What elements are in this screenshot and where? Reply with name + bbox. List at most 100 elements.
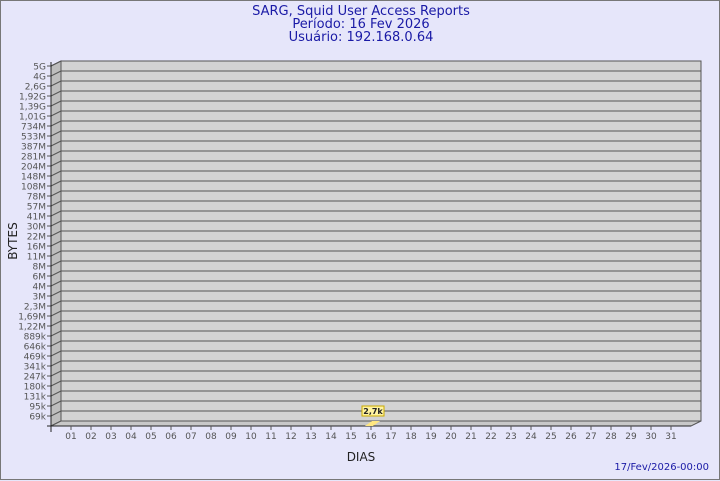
x-tick-label: 18: [405, 432, 417, 442]
x-tick-label: 28: [605, 432, 617, 442]
y-tick-label: 204M: [21, 163, 46, 173]
y-tick-label: 95k: [29, 403, 46, 413]
gridline-side: [50, 110, 62, 117]
x-tick-label: 23: [505, 432, 516, 442]
chart-title: SARG, Squid User Access Reports: [252, 4, 470, 19]
y-tick-label: 131k: [24, 393, 47, 403]
y-tick-label: 4G: [33, 73, 46, 83]
y-tick-label: 1,69M: [18, 313, 46, 323]
x-tick-label: 22: [485, 432, 496, 442]
x-tick-label: 21: [465, 432, 476, 442]
y-tick-label: 6M: [33, 273, 47, 283]
y-tick-label: 69k: [29, 413, 46, 423]
y-tick-label: 4M: [33, 283, 47, 293]
x-tick-label: 04: [125, 432, 137, 442]
gridline-side: [50, 220, 62, 227]
x-tick-label: 08: [205, 432, 217, 442]
y-tick-label: 341k: [24, 363, 47, 373]
gridline-side: [50, 200, 62, 207]
y-tick-label: 5G: [33, 63, 46, 73]
y-tick-label: 387M: [21, 143, 46, 153]
gridline-side: [50, 280, 62, 287]
y-tick-label: 1,22M: [18, 323, 46, 333]
y-tick-label: 1,39G: [19, 103, 46, 113]
x-tick-label: 30: [645, 432, 657, 442]
y-tick-label: 646k: [24, 343, 47, 353]
gridline-side: [50, 300, 62, 307]
x-tick-label: 05: [145, 432, 156, 442]
x-tick-label: 10: [245, 432, 257, 442]
x-tick-label: 12: [285, 432, 296, 442]
x-tick-label: 13: [305, 432, 316, 442]
gridline-side: [50, 260, 62, 267]
y-tick-label: 889k: [24, 333, 47, 343]
gridline-side: [50, 150, 62, 157]
y-tick-label: 11M: [27, 253, 46, 263]
bar-label-box: [361, 405, 385, 417]
x-tick-label: 01: [65, 432, 76, 442]
footer-date: 17/Fev/2026-00:00: [614, 462, 709, 473]
y-tick-label: 734M: [21, 123, 46, 133]
y-tick-label: 148M: [21, 173, 46, 183]
gridline-side: [50, 70, 62, 77]
y-tick-label: 247k: [24, 373, 47, 383]
x-tick-label: 03: [105, 432, 116, 442]
x-tick-label: 06: [165, 432, 177, 442]
y-tick-label: 533M: [21, 133, 46, 143]
x-tick-label: 16: [365, 432, 377, 442]
gridline-side: [50, 180, 62, 187]
x-tick-label: 31: [665, 432, 676, 442]
gridline-side: [50, 130, 62, 137]
gridline-side: [50, 330, 62, 337]
gridline-side: [50, 60, 62, 67]
gridline-side: [50, 140, 62, 147]
gridline-side: [50, 90, 62, 97]
y-tick-label: 180k: [24, 383, 47, 393]
x-tick-label: 27: [585, 432, 596, 442]
x-tick-label: 11: [265, 432, 276, 442]
x-tick-label: 15: [345, 432, 356, 442]
chart-period: Período: 16 Fev 2026: [292, 17, 430, 32]
y-tick-label: 281M: [21, 153, 46, 163]
y-tick-label: 1,01G: [19, 113, 46, 123]
x-tick-label: 19: [425, 432, 437, 442]
gridline-side: [50, 400, 62, 407]
y-tick-label: 30M: [27, 223, 46, 233]
gridline-side: [50, 310, 62, 317]
x-tick-label: 26: [565, 432, 577, 442]
y-tick-label: 16M: [27, 243, 46, 253]
bar-data-label: 2,7k: [363, 407, 383, 416]
x-tick-label: 24: [525, 432, 537, 442]
x-axis-label: DIAS: [347, 450, 376, 464]
x-tick-label: 02: [85, 432, 96, 442]
gridline-side: [50, 250, 62, 257]
x-tick-label: 20: [445, 432, 457, 442]
gridline-side: [50, 370, 62, 377]
y-tick-label: 2,3M: [24, 303, 46, 313]
gridline-side: [50, 340, 62, 347]
x-tick-label: 14: [325, 432, 337, 442]
y-tick-label: 1,92G: [19, 93, 46, 103]
gridline-side: [50, 290, 62, 297]
chart-user: Usuário: 192.168.0.64: [288, 30, 434, 45]
gridline-side: [50, 80, 62, 87]
y-tick-label: 3M: [33, 293, 47, 303]
gridline-side: [50, 350, 62, 357]
gridline-side: [50, 170, 62, 177]
gridline-side: [50, 390, 62, 397]
y-axis-label: BYTES: [6, 222, 20, 259]
bar-day-16: [365, 421, 380, 426]
x-tick-label: 07: [185, 432, 196, 442]
y-tick-label: 22M: [27, 233, 46, 243]
gridline-side: [50, 230, 62, 237]
x-tick-label: 17: [385, 432, 396, 442]
gridline-side: [50, 320, 62, 327]
gridline-side: [50, 360, 62, 367]
gridline-side: [50, 270, 62, 277]
gridline-side: [50, 100, 62, 107]
x-tick-label: 09: [225, 432, 237, 442]
y-tick-label: 469k: [24, 353, 47, 363]
gridline-side: [50, 240, 62, 247]
